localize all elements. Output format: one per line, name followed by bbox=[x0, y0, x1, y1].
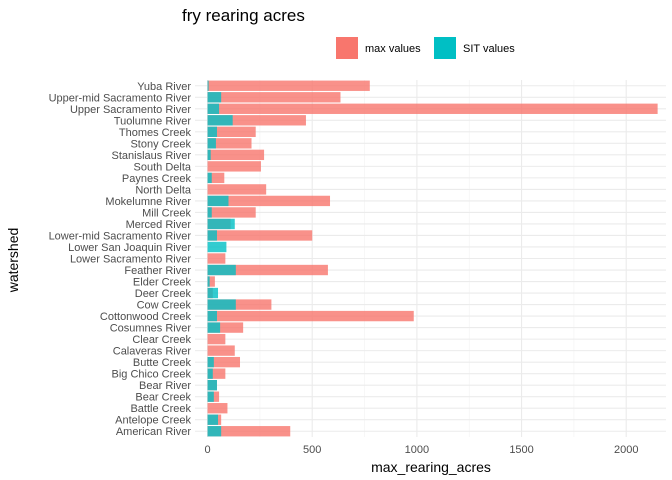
x-tick-label: 0 bbox=[204, 444, 210, 456]
bar-sit-values bbox=[207, 264, 236, 276]
y-tick-label: Yuba River bbox=[137, 81, 191, 93]
y-tick-label: Big Chico Creek bbox=[112, 369, 192, 381]
bar-sit-values bbox=[207, 426, 222, 437]
bar-sit-values bbox=[207, 299, 236, 310]
chart-title: fry rearing acres bbox=[182, 6, 305, 25]
y-tick-label: Clear Creek bbox=[132, 334, 191, 346]
y-tick-label: Stanislaus River bbox=[112, 150, 192, 162]
y-tick-label: Upper-mid Sacramento River bbox=[49, 92, 192, 104]
y-tick-label: Cow Creek bbox=[137, 300, 192, 312]
y-tick-label: Antelope Creek bbox=[115, 415, 191, 427]
x-axis-title: max_rearing_acres bbox=[371, 459, 491, 475]
y-tick-label: Mill Creek bbox=[142, 207, 191, 219]
bar-sit-values bbox=[207, 92, 222, 103]
y-tick-label: Tuolumne River bbox=[114, 115, 192, 127]
y-tick-label: Feather River bbox=[124, 265, 191, 277]
bar-max-values bbox=[207, 207, 256, 218]
bar-sit-values bbox=[207, 391, 214, 402]
y-tick-label: Lower San Joaquin River bbox=[68, 242, 191, 254]
y-tick-label: Lower Sacramento River bbox=[70, 254, 191, 266]
bar-max-values bbox=[207, 345, 235, 356]
y-tick-label: South Delta bbox=[134, 161, 192, 173]
bar-max-values bbox=[207, 310, 414, 322]
bar-sit-values bbox=[207, 276, 210, 287]
bar-sit-values bbox=[207, 241, 227, 253]
y-tick-label: American River bbox=[116, 426, 192, 438]
y-tick-label: Calaveras River bbox=[113, 346, 192, 358]
bar-sit-values bbox=[207, 126, 217, 138]
bar-max-values bbox=[207, 356, 241, 368]
y-tick-label: Merced River bbox=[126, 219, 192, 231]
bar-sit-values bbox=[207, 356, 214, 368]
bar-max-values bbox=[207, 299, 272, 310]
y-tick-label: North Delta bbox=[135, 184, 192, 196]
bar-sit-values bbox=[207, 115, 233, 126]
bar-sit-values bbox=[207, 149, 211, 161]
bar-max-values bbox=[207, 115, 306, 126]
x-tick-label: 2000 bbox=[614, 444, 638, 456]
bar-sit-values bbox=[207, 103, 220, 114]
y-tick-label: Mokelumne River bbox=[105, 196, 191, 208]
x-tick-label: 500 bbox=[303, 444, 321, 456]
legend-key-sit-values bbox=[434, 37, 456, 59]
legend-key-max-values bbox=[336, 37, 358, 59]
y-tick-label: Butte Creek bbox=[133, 357, 192, 369]
y-axis-title: watershed bbox=[5, 228, 21, 294]
bar-max-values bbox=[207, 138, 252, 149]
bar-sit-values bbox=[207, 368, 213, 379]
bar-max-values bbox=[207, 426, 291, 437]
bar-max-values bbox=[207, 276, 215, 287]
y-tick-label: Bear Creek bbox=[135, 392, 191, 404]
legend-label-max-values: max values bbox=[365, 43, 421, 55]
y-tick-label: Paynes Creek bbox=[122, 173, 192, 185]
bar-sit-values bbox=[207, 172, 212, 184]
y-tick-label: Battle Creek bbox=[130, 403, 191, 415]
bar-sit-values bbox=[207, 379, 217, 391]
y-tick-label: Cottonwood Creek bbox=[100, 311, 192, 323]
y-tick-label: Lower-mid Sacramento River bbox=[49, 230, 192, 242]
bar-sit-values bbox=[207, 195, 229, 207]
bar-max-values bbox=[207, 149, 265, 161]
y-tick-label: Bear River bbox=[139, 380, 191, 392]
bar-max-values bbox=[207, 172, 225, 184]
bar-sit-values bbox=[207, 322, 221, 333]
bar-sit-values bbox=[207, 310, 217, 322]
y-tick-label: Deer Creek bbox=[135, 288, 192, 300]
bar-max-values bbox=[207, 230, 313, 241]
x-tick-label: 1000 bbox=[405, 444, 429, 456]
y-tick-label: Upper Sacramento River bbox=[70, 104, 191, 116]
y-tick-label: Cosumnes River bbox=[110, 323, 192, 335]
legend-label-sit-values: SIT values bbox=[463, 43, 515, 55]
y-tick-label: Thomes Creek bbox=[119, 127, 192, 139]
bar-max-values bbox=[207, 264, 328, 276]
bar-max-values bbox=[207, 253, 226, 264]
bar-max-values bbox=[207, 103, 658, 114]
legend: max values SIT values bbox=[336, 37, 515, 59]
bar-sit-values bbox=[207, 207, 212, 218]
bar-max-values bbox=[207, 403, 228, 414]
bar-max-values bbox=[207, 126, 256, 138]
bar-sit-values bbox=[207, 218, 235, 230]
bar-max-values bbox=[207, 92, 341, 103]
bar-max-values bbox=[207, 368, 226, 379]
bar-sit-values bbox=[207, 80, 209, 91]
x-tick-label: 1500 bbox=[509, 444, 533, 456]
bar-sit-values bbox=[207, 230, 217, 241]
bar-max-values bbox=[207, 333, 226, 345]
bar-max-values bbox=[207, 161, 261, 172]
y-tick-label: Stony Creek bbox=[130, 138, 191, 150]
bar-max-values bbox=[207, 322, 244, 333]
y-tick-label: Elder Creek bbox=[133, 277, 192, 289]
bar-max-values bbox=[207, 195, 331, 207]
bar-sit-values bbox=[207, 287, 219, 299]
bar-sit-values bbox=[207, 138, 216, 149]
bar-max-values bbox=[207, 80, 370, 91]
bar-max-values bbox=[207, 184, 267, 195]
bar-sit-values bbox=[207, 414, 219, 425]
